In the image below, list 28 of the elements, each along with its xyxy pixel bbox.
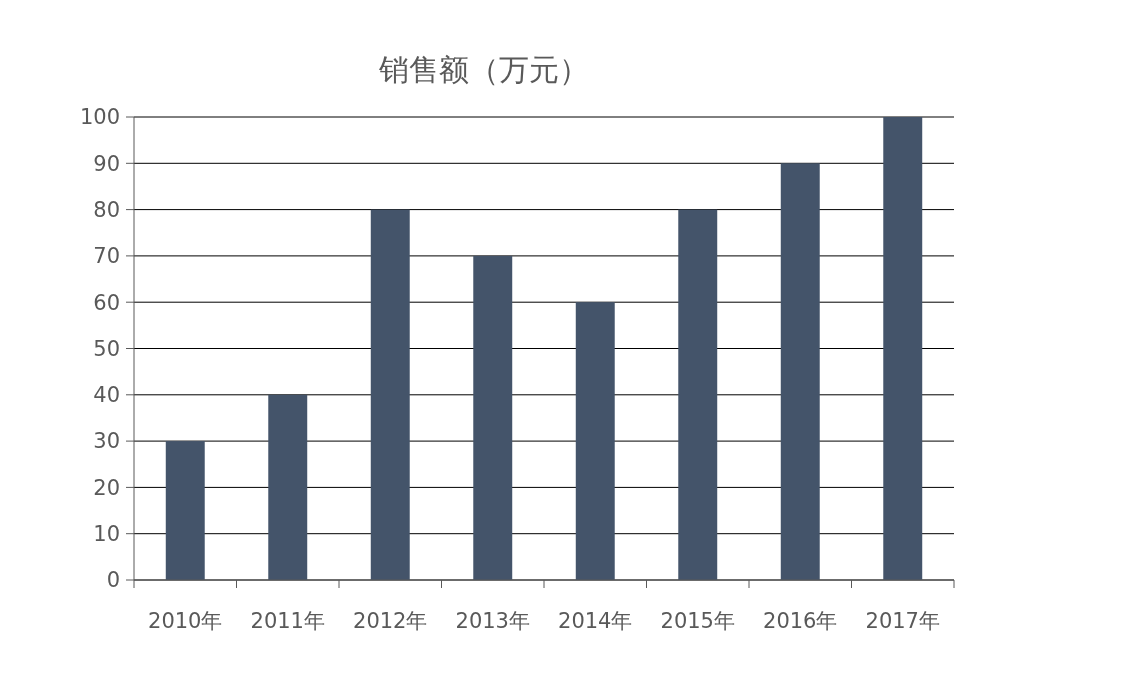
y-tick-label: 90 [93,151,120,176]
y-tick-label: 60 [93,290,120,315]
bar [268,394,308,580]
y-tick-label: 40 [93,383,120,408]
y-tick-label: 0 [106,568,120,593]
y-tick-label: 30 [93,429,120,454]
bar [165,441,205,580]
y-tick-label: 20 [93,475,120,500]
bar [370,209,410,580]
y-tick-label: 100 [79,105,120,130]
x-tick-label: 2014年 [558,609,633,633]
bar [780,163,820,580]
x-tick-label: 2017年 [865,609,940,633]
x-tick-label: 2010年 [148,609,223,633]
bar [473,255,513,580]
x-tick-label: 2013年 [455,609,530,633]
chart-title: 销售额（万元） [378,52,589,87]
y-tick-label: 70 [93,244,120,269]
x-tick-label: 2012年 [353,609,428,633]
bar [575,302,615,580]
y-tick-label: 80 [93,197,120,222]
x-tick-label: 2011年 [250,609,325,633]
x-tick-label: 2016年 [763,609,838,633]
bar [883,117,923,580]
y-tick-label: 10 [93,522,120,547]
bar [678,209,718,580]
x-tick-label: 2015年 [660,609,735,633]
y-tick-label: 50 [93,336,120,361]
